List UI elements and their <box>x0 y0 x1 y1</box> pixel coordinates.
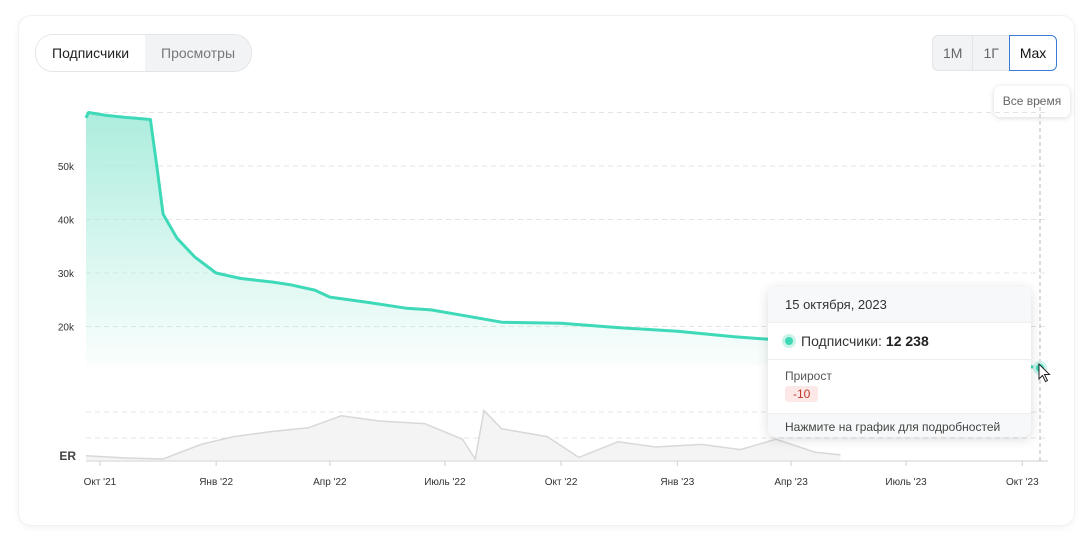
tooltip-growth: Прирост -10 <box>768 360 1031 414</box>
y-tick-label: 30k <box>58 269 75 280</box>
tooltip-growth-value: -10 <box>785 386 819 402</box>
mouse-cursor-icon <box>1038 362 1051 383</box>
tooltip-series-row: Подписчики: 12 238 <box>768 323 1031 360</box>
x-tick-label: Янв '23 <box>660 477 694 488</box>
tooltip-footer[interactable]: Нажмите на график для подробностей <box>768 414 1031 437</box>
er-label: ER <box>59 449 76 463</box>
y-tick-label: 50k <box>58 162 75 173</box>
x-tick-label: Апр '23 <box>774 477 808 488</box>
er-area <box>86 410 841 460</box>
series-dot-icon <box>785 337 793 345</box>
range-hint-tooltip: Все время <box>994 86 1070 117</box>
x-tick-label: Июль '23 <box>885 477 927 488</box>
x-tick-label: Окт '23 <box>1006 477 1039 488</box>
tooltip-series-value: 12 238 <box>885 333 929 349</box>
tooltip-series-label: Подписчики: <box>801 333 882 349</box>
tab-subscribers[interactable]: Подписчики <box>36 35 146 71</box>
range-toggle: 1М 1Г Max <box>932 35 1058 71</box>
y-tick-label: 20k <box>58 323 75 334</box>
er-line <box>85 409 841 462</box>
tooltip-date: 15 октября, 2023 <box>768 287 1031 323</box>
y-tick-label: 40k <box>58 216 75 227</box>
metric-toggle: Подписчики Просмотры <box>35 34 253 72</box>
x-tick-label: Янв '22 <box>199 477 233 488</box>
tooltip-growth-label: Прирост <box>785 369 832 383</box>
range-max-button[interactable]: Max <box>1008 35 1058 71</box>
x-tick-label: Окт '21 <box>84 477 117 488</box>
x-tick-label: Апр '22 <box>313 477 347 488</box>
subscribers-area <box>86 112 1040 368</box>
range-1m-button[interactable]: 1М <box>932 35 974 71</box>
tab-views[interactable]: Просмотры <box>145 35 252 71</box>
subscribers-line <box>84 111 1041 370</box>
chart-tooltip: 15 октября, 2023 Подписчики: 12 238 Прир… <box>768 287 1031 437</box>
x-tick-label: Июль '22 <box>424 477 466 488</box>
x-tick-label: Окт '22 <box>545 477 578 488</box>
